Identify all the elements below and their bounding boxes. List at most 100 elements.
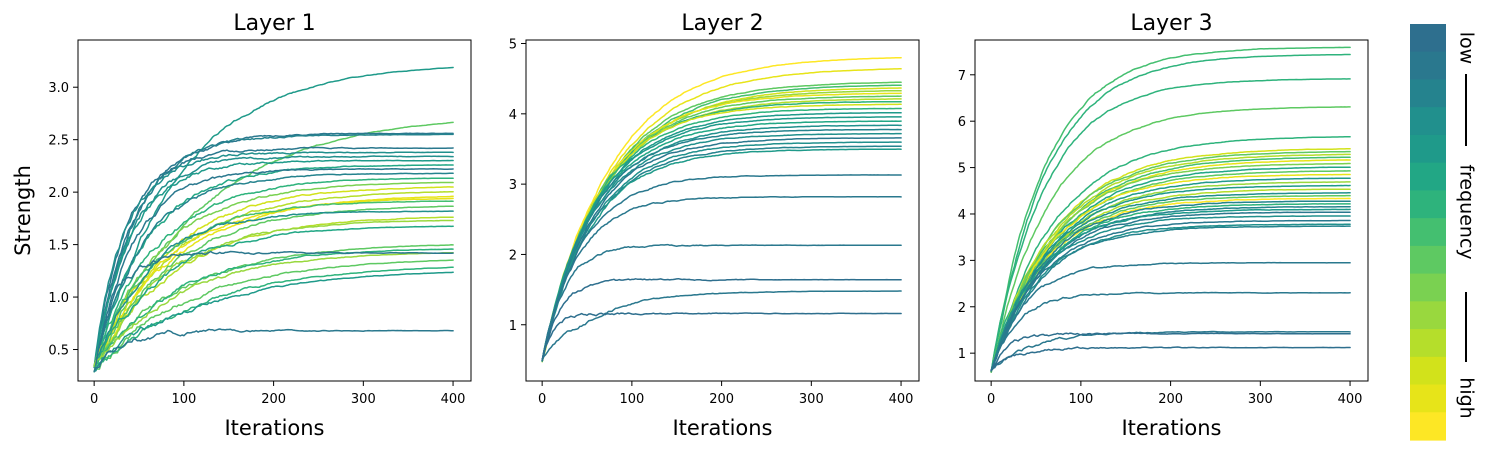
colorbar-swatch	[1410, 51, 1446, 81]
x-tick-label: 0	[538, 392, 546, 407]
layer-1-series-19	[93, 205, 454, 367]
colorbar-swatch	[1410, 301, 1446, 330]
layer-3-series-15	[990, 177, 1351, 373]
layer-1-series-12	[93, 177, 454, 368]
x-tick-label: 0	[987, 392, 995, 407]
layer-1-series-8	[93, 159, 454, 368]
layer-1-series-2	[93, 121, 454, 369]
y-tick-label: 2.5	[48, 134, 69, 149]
colorbar-swatch	[1410, 24, 1446, 53]
series-lines	[541, 56, 902, 363]
colorbar-swatch	[1410, 356, 1446, 386]
colorbar-label-low: low	[1456, 32, 1478, 64]
y-tick-label: 1	[509, 319, 517, 334]
layer-1-series-4	[93, 133, 454, 368]
layer-2-series-24	[541, 195, 902, 362]
layer-2-series-15	[541, 120, 902, 362]
y-tick-label: 6	[958, 115, 966, 130]
x-tick-label: 100	[1068, 392, 1093, 407]
colorbar-swatch	[1410, 134, 1446, 164]
layer-2-series-10	[541, 100, 902, 362]
x-tick-label: 400	[889, 392, 914, 407]
layer-1-series-22	[93, 219, 454, 367]
x-tick-label: 300	[799, 392, 824, 407]
y-axis-label: Strength	[11, 165, 35, 256]
x-tick-label: 0	[90, 392, 98, 407]
y-tick-label: 4	[509, 108, 517, 123]
layer-1-series-30	[93, 271, 454, 373]
colorbar-swatch	[1410, 107, 1446, 136]
layer-3-series-14	[990, 173, 1351, 373]
y-tick-label: 2	[958, 301, 966, 316]
colorbar-label-frequency: frequency	[1456, 164, 1478, 259]
colorbar-swatch	[1410, 190, 1446, 219]
layer-1-series-13	[93, 181, 454, 368]
x-tick-label: 300	[1248, 392, 1273, 407]
layer-3-series-2	[990, 53, 1351, 373]
x-tick-label: 100	[619, 392, 644, 407]
layer-2-series-22	[541, 148, 902, 362]
layer-3-series-33	[990, 330, 1351, 372]
y-tick-label: 0.5	[48, 344, 69, 359]
y-tick-label: 7	[958, 69, 966, 84]
colorbar: low frequency high	[1410, 24, 1478, 441]
layer-3-series-34	[990, 332, 1351, 372]
x-axis-label: Iterations	[1121, 416, 1221, 440]
layer-1-series-23	[93, 225, 454, 367]
layer-3-series-11	[990, 162, 1351, 373]
layer-3-series-30	[990, 225, 1351, 372]
layer-3-series-20	[990, 194, 1351, 372]
layer-2-series-28	[541, 312, 902, 361]
colorbar-swatch	[1410, 79, 1446, 108]
plot-frame	[525, 39, 920, 382]
layer-1-series-27	[93, 250, 454, 373]
layer-1-series-26	[93, 251, 454, 366]
layer-1-series-10	[93, 168, 454, 368]
plot-frame	[974, 39, 1369, 382]
layer-3-series-23	[990, 203, 1351, 372]
layer-3-series-27	[990, 215, 1351, 372]
layer-1-series-17	[93, 197, 454, 367]
layer-2-series-18	[541, 132, 902, 362]
panel-title: Layer 3	[1130, 11, 1212, 36]
layer-1-series-31	[93, 328, 454, 373]
layer-2-series-25	[541, 243, 902, 362]
layer-1-series-5	[93, 146, 454, 368]
y-tick-label: 3	[509, 178, 517, 193]
layer-1-series-14	[93, 186, 454, 368]
series-lines	[990, 46, 1351, 373]
layer-2-series-21	[541, 145, 902, 362]
x-axis-label: Iterations	[224, 416, 324, 440]
x-tick-label: 400	[441, 392, 466, 407]
layer-3-series-5	[990, 136, 1351, 373]
layer-3-series-19	[990, 192, 1351, 372]
layer-3-series-17	[990, 184, 1351, 373]
colorbar-swatch	[1410, 412, 1446, 441]
layer-3-series-25	[990, 208, 1351, 372]
layer-1-series-28	[93, 259, 454, 373]
colorbar-swatch	[1410, 273, 1446, 302]
y-tick-label: 5	[509, 38, 517, 53]
layer-3-series-4	[990, 106, 1351, 373]
layer-3-series-31	[990, 261, 1351, 372]
layer-3-series-21	[990, 197, 1351, 372]
layer-3-series-3	[990, 78, 1351, 373]
x-tick-label: 200	[709, 392, 734, 407]
y-tick-label: 3.0	[48, 81, 69, 96]
colorbar-swatch	[1410, 162, 1446, 191]
layer-2-series-23	[541, 174, 902, 362]
layer-1-series-21	[93, 216, 454, 367]
layer-1-series-6	[93, 151, 454, 368]
layer-3-series-26	[990, 211, 1351, 372]
layer-1-series-1	[93, 66, 454, 369]
colorbar-swatch	[1410, 384, 1446, 413]
layer-3-series-8	[990, 153, 1351, 373]
colorbar-label-high: high	[1456, 377, 1478, 418]
layer-1-series-29	[93, 266, 454, 373]
x-tick-label: 400	[1338, 392, 1363, 407]
layer-2-series-12	[541, 107, 902, 362]
x-tick-label: 300	[351, 392, 376, 407]
layer-2-series-16	[541, 124, 902, 362]
x-tick-label: 200	[1158, 392, 1183, 407]
